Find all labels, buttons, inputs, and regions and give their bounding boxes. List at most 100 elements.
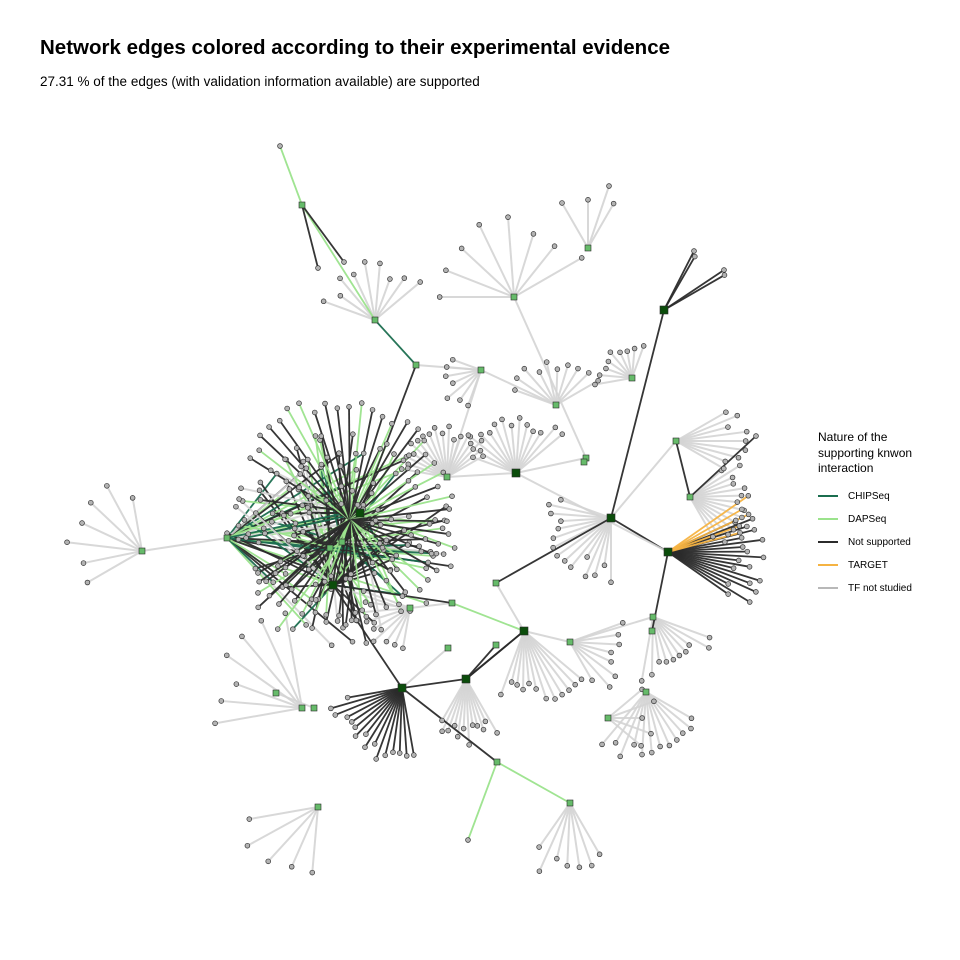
target-node [451,545,458,551]
target-node [742,447,749,453]
tf-node [328,580,338,590]
edge [374,263,381,321]
edge [689,496,729,536]
target-node [555,525,562,532]
target-node [414,469,421,475]
target-node [399,466,405,472]
edge [569,802,593,866]
target-node [369,407,376,413]
edge [409,602,453,609]
edge [569,641,611,688]
target-node [80,560,87,566]
tf-node [298,201,306,209]
target-node [449,493,455,499]
edge [569,517,612,568]
target-node [233,503,239,510]
edge [675,440,725,470]
legend-rows: CHIPSeq DAPSeq Not supported TARGET TF not s… [818,485,948,600]
edge [652,616,675,661]
edge [373,687,403,745]
edge [235,683,303,709]
target-node [383,604,390,610]
edge [349,519,429,581]
edge [352,274,376,321]
target-node [276,601,282,607]
target-node [212,720,218,727]
edge [384,687,403,756]
edge [667,495,749,553]
target-node [363,613,370,620]
target-node [559,691,565,698]
target-node [451,722,458,729]
target-node [387,568,393,574]
edge [523,630,556,700]
edge [338,519,351,616]
edge [586,517,612,558]
target-node [377,540,383,547]
tf-node [406,604,414,612]
target-node [383,638,390,645]
target-node [79,520,85,526]
target-node [426,431,433,437]
edge [385,607,411,643]
edge [365,687,403,735]
target-node [353,450,359,457]
target-node [638,678,645,684]
target-node [312,609,319,616]
edge [493,423,517,474]
target-node [277,558,284,565]
target-node [334,618,341,624]
edge [452,358,482,371]
edge [433,427,448,478]
target-node [421,437,427,444]
target-node [601,562,608,569]
target-node [676,652,683,659]
target-node [608,579,614,586]
edge [363,261,376,321]
edge [349,485,439,521]
target-node [257,432,263,439]
target-node [418,548,425,555]
target-node [347,576,353,582]
edge [401,607,411,649]
edge [652,616,690,646]
target-node [469,722,476,728]
target-node [312,597,319,603]
target-node [554,366,561,372]
edge [652,616,710,649]
target-node [282,571,289,577]
target-node [318,461,325,468]
target-node [388,516,394,523]
target-node [373,611,379,618]
target-node [362,259,368,265]
target-node [514,375,520,381]
target-node [465,402,471,409]
edge [226,537,287,575]
target-node [440,469,447,476]
target-node [368,601,374,608]
edge [480,433,517,474]
target-node [721,465,727,472]
target-node [408,532,414,538]
tf-node [686,493,694,501]
target-node [565,362,571,368]
target-node [411,451,417,457]
edge [398,687,403,754]
target-node [305,504,311,511]
target-node [730,526,737,533]
edge [480,369,557,406]
target-node [599,741,605,748]
target-node [371,741,378,747]
target-node [498,691,504,698]
edge [515,424,529,474]
target-node [648,730,654,737]
edge [478,224,515,298]
tf-node [223,534,231,542]
target-node [344,714,350,720]
target-node [546,501,552,508]
edge [607,717,642,747]
tf-node [326,544,334,552]
target-node [733,517,739,524]
edge [349,416,384,521]
edge [346,687,403,718]
